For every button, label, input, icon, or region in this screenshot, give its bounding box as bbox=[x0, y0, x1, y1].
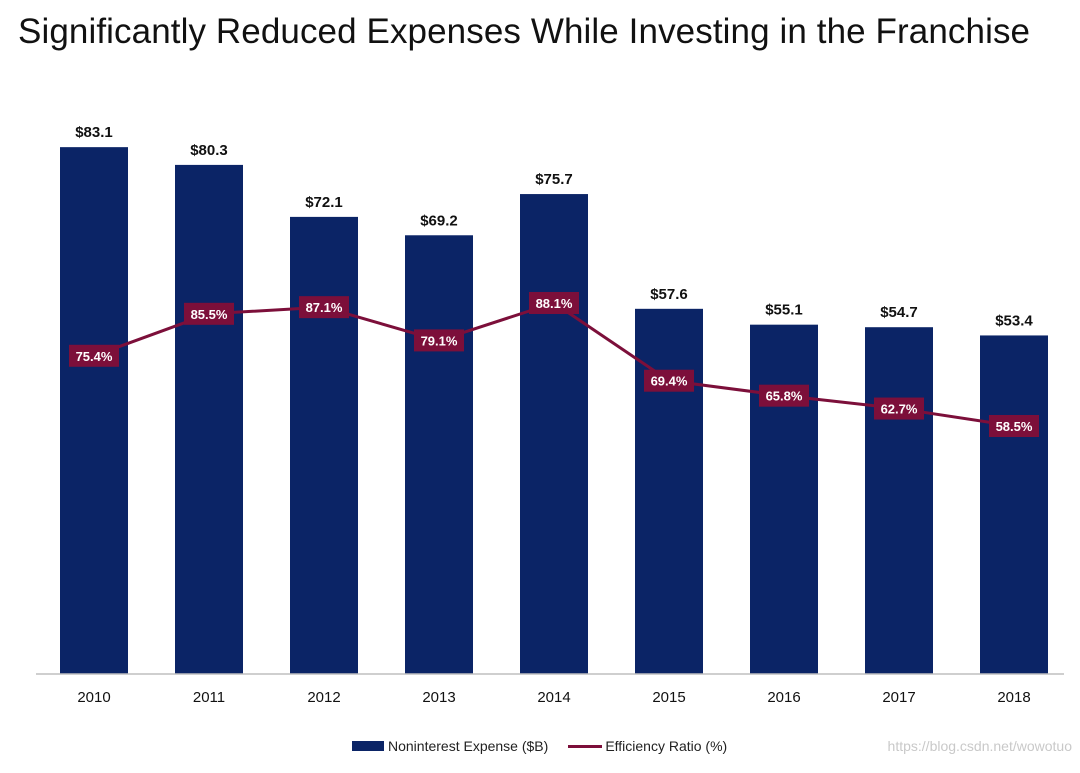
x-tick-label: 2010 bbox=[77, 689, 110, 706]
chart-title: Significantly Reduced Expenses While Inv… bbox=[18, 12, 1031, 51]
line-value-label: 75.4% bbox=[76, 349, 113, 364]
line-value-label: 85.5% bbox=[191, 307, 228, 322]
bar-value-label: $72.1 bbox=[305, 194, 343, 211]
bar-2010 bbox=[60, 147, 128, 674]
line-label-box bbox=[529, 292, 579, 314]
bar-value-label: $83.1 bbox=[75, 124, 113, 141]
bar-2015 bbox=[635, 308, 703, 674]
line-layer: 75.4% 85.5% 87.1% 79.1% 88.1% 69.4% 65.8% 62.7%… bbox=[69, 292, 1039, 437]
bar-2014 bbox=[520, 194, 588, 674]
legend-line-swatch bbox=[568, 744, 603, 748]
bar-value-label: $69.2 bbox=[420, 212, 458, 229]
line-value-label: 87.1% bbox=[306, 300, 343, 315]
line-point-label: 88.1% bbox=[529, 292, 579, 314]
line-value-label: 88.1% bbox=[536, 296, 573, 311]
line-label-box bbox=[414, 329, 464, 352]
line-point-label: 58.5% bbox=[989, 415, 1039, 437]
line-label-box bbox=[69, 344, 119, 367]
legend-bar-swatch bbox=[352, 741, 384, 751]
bars-layer bbox=[60, 147, 1048, 675]
bar-2018 bbox=[980, 335, 1048, 674]
line-point-label: 79.1% bbox=[414, 329, 464, 352]
x-tick-label: 2017 bbox=[882, 689, 915, 706]
bar-value-label: $55.1 bbox=[765, 302, 803, 319]
x-tick-label: 2015 bbox=[652, 689, 685, 706]
legend: Noninterest Expense ($B) Efficiency Rati… bbox=[352, 738, 727, 754]
line-point-label: 65.8% bbox=[759, 384, 809, 407]
line-label-box bbox=[874, 397, 924, 420]
bar-value-label: $53.4 bbox=[995, 312, 1033, 329]
line-value-label: 65.8% bbox=[766, 389, 803, 404]
labels-layer: $83.1 2010 $80.3 2011 $72.1 2012 $69.2 2013 $75.… bbox=[75, 124, 1033, 706]
logo-fragment-icon bbox=[44, 768, 66, 773]
x-tick-label: 2013 bbox=[422, 689, 455, 706]
line-value-label: 79.1% bbox=[421, 333, 458, 348]
bar-value-label: $80.3 bbox=[190, 142, 228, 159]
line-label-box bbox=[644, 369, 694, 392]
x-tick-label: 2011 bbox=[193, 689, 225, 706]
bar-2011 bbox=[175, 164, 243, 674]
line-value-label: 69.4% bbox=[651, 374, 688, 389]
line-value-label: 62.7% bbox=[881, 402, 918, 417]
line-label-box bbox=[184, 302, 234, 325]
x-tick-label: 2018 bbox=[997, 689, 1030, 706]
bar-2016 bbox=[750, 324, 818, 674]
x-tick-label: 2014 bbox=[537, 689, 570, 706]
bar-value-label: $54.7 bbox=[880, 304, 918, 321]
bar-value-label: $75.7 bbox=[535, 171, 573, 188]
legend-line-label: Efficiency Ratio (%) bbox=[605, 738, 728, 754]
x-tick-label: 2016 bbox=[767, 689, 800, 706]
line-point-label: 85.5% bbox=[184, 302, 234, 325]
line-point-label: 62.7% bbox=[874, 397, 924, 420]
line-label-box bbox=[299, 296, 349, 319]
bar-2017 bbox=[865, 327, 933, 674]
line-label-box bbox=[989, 415, 1039, 437]
line-value-label: 58.5% bbox=[996, 419, 1033, 434]
x-tick-label: 2012 bbox=[307, 689, 340, 706]
line-label-box bbox=[759, 384, 809, 407]
bar-2012 bbox=[290, 216, 358, 675]
bar-2013 bbox=[405, 235, 473, 674]
line-point-label: 69.4% bbox=[644, 369, 694, 392]
legend-bar-label: Noninterest Expense ($B) bbox=[388, 738, 549, 754]
line-point-label: 87.1% bbox=[299, 296, 349, 319]
line-point-label: 75.4% bbox=[69, 344, 119, 367]
watermark-text: https://blog.csdn.net/wowotuo bbox=[887, 738, 1072, 754]
bar-value-label: $57.6 bbox=[650, 286, 688, 303]
